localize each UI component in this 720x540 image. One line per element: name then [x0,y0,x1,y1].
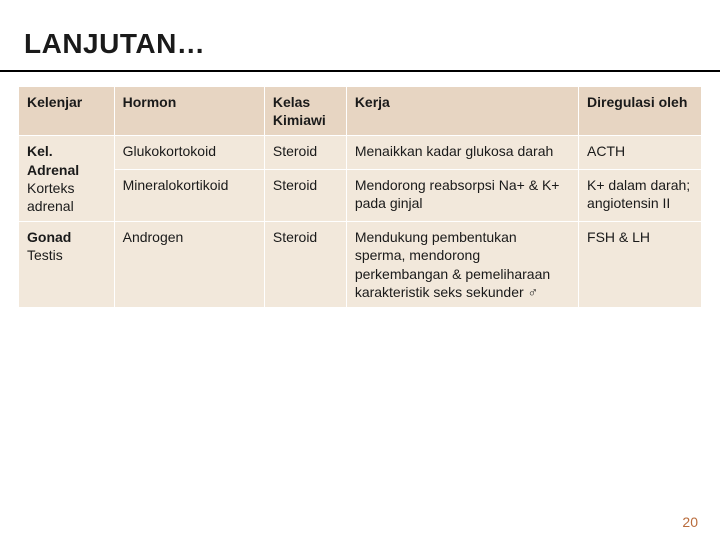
col-hormon: Hormon [114,87,264,136]
cell-hormon: Glukokortokoid [114,136,264,169]
col-kelas: Kelas Kimiawi [264,87,346,136]
table-row: Kel. Adrenal Korteks adrenalGlukokortoko… [19,136,702,169]
cell-kelas: Steroid [264,222,346,308]
col-kelenjar: Kelenjar [19,87,115,136]
col-diregulasi: Diregulasi oleh [579,87,702,136]
table-header-row: Kelenjar Hormon Kelas Kimiawi Kerja Dire… [19,87,702,136]
cell-diregulasi: FSH & LH [579,222,702,308]
cell-diregulasi: ACTH [579,136,702,169]
col-kerja: Kerja [346,87,578,136]
cell-hormon: Mineralokortikoid [114,169,264,222]
page-number: 20 [682,514,698,530]
cell-kelas: Steroid [264,136,346,169]
hormone-table: Kelenjar Hormon Kelas Kimiawi Kerja Dire… [18,86,702,308]
title-rule [0,70,720,72]
slide-title: LANJUTAN… [0,0,720,70]
cell-kerja: Menaikkan kadar glukosa darah [346,136,578,169]
cell-hormon: Androgen [114,222,264,308]
cell-diregulasi: K+ dalam darah; angiotensin II [579,169,702,222]
cell-kerja: Mendorong reabsorpsi Na+ & K+ pada ginja… [346,169,578,222]
table-row: Gonad TestisAndrogenSteroidMendukung pem… [19,222,702,308]
cell-kelenjar: Gonad Testis [19,222,115,308]
cell-kelenjar: Kel. Adrenal Korteks adrenal [19,136,115,222]
table-container: Kelenjar Hormon Kelas Kimiawi Kerja Dire… [0,86,720,308]
table-row: MineralokortikoidSteroidMendorong reabso… [19,169,702,222]
table-body: Kel. Adrenal Korteks adrenalGlukokortoko… [19,136,702,308]
cell-kerja: Mendukung pembentukan sperma, mendorong … [346,222,578,308]
cell-kelas: Steroid [264,169,346,222]
